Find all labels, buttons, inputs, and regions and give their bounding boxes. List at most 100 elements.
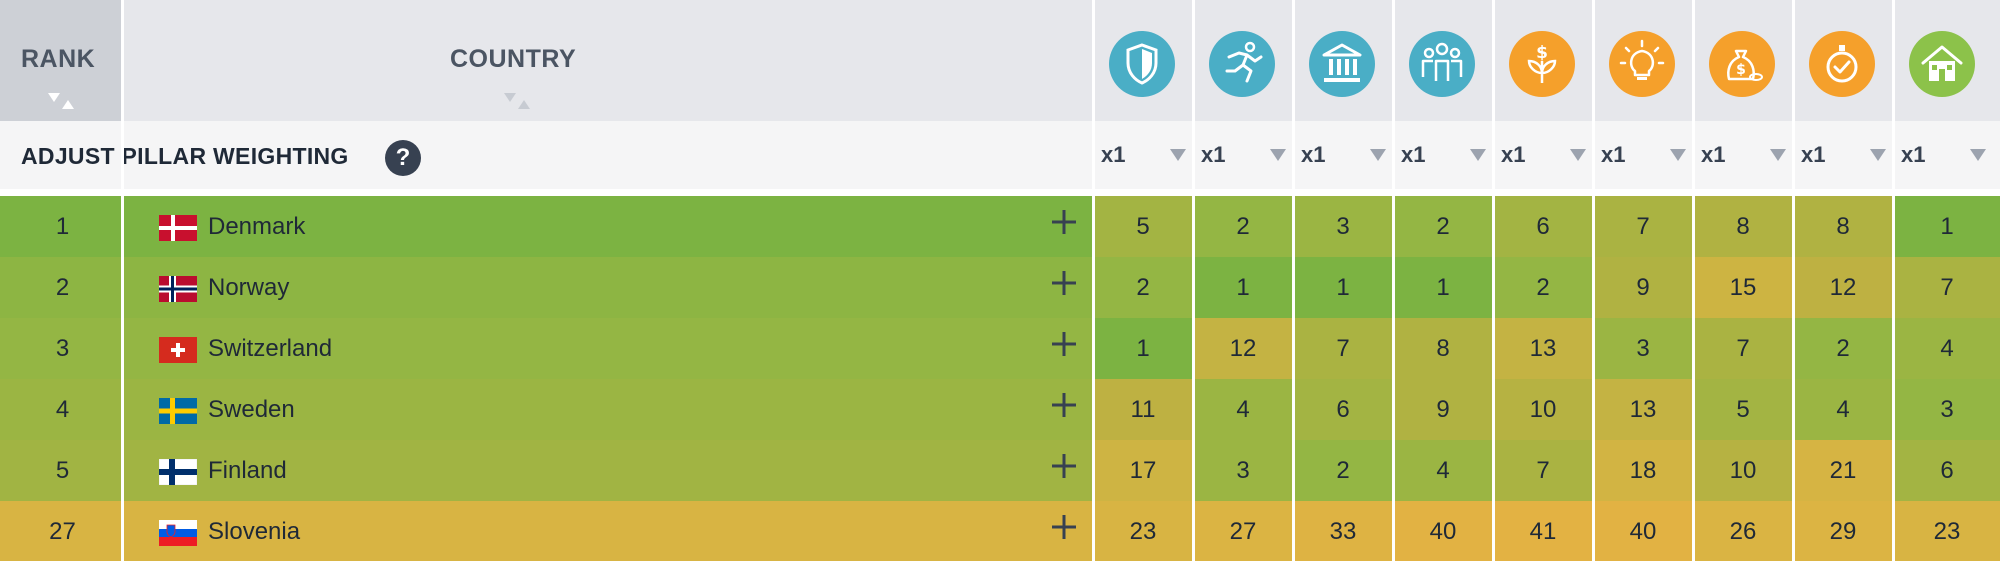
pillar-freedom-icon[interactable]	[1209, 31, 1275, 97]
help-icon[interactable]: ?	[385, 140, 421, 176]
country-sort-icon[interactable]	[502, 91, 532, 111]
country-cell[interactable]: Sweden	[125, 379, 1094, 440]
pillar-enterprise-icon[interactable]	[1609, 31, 1675, 97]
rank-sort-icon[interactable]	[46, 91, 76, 111]
pillar-score: 9	[1594, 257, 1692, 318]
table-row[interactable]: 2 Norway 2 1 1 1 2 9 15 12 7	[0, 257, 2000, 318]
denmark-flag-icon	[159, 215, 197, 241]
weighting-value: x1	[1801, 142, 1826, 167]
expand-plus-icon[interactable]	[1050, 391, 1078, 419]
rank-value: 5	[55, 457, 70, 484]
pillar-score: 27	[1194, 501, 1292, 561]
pillar-score: 2	[1494, 257, 1592, 318]
pillar-safety-icon[interactable]	[1109, 31, 1175, 97]
pillar-score: 11	[1094, 379, 1192, 440]
pillar-score: 6	[1294, 379, 1392, 440]
pillar-score: 10	[1494, 379, 1592, 440]
country-name: Slovenia	[208, 518, 301, 545]
pillar-score: 7	[1894, 257, 2000, 318]
pillar-social-icon[interactable]	[1409, 31, 1475, 97]
expand-plus-icon[interactable]	[1050, 513, 1078, 541]
pillar-score: 40	[1394, 501, 1492, 561]
weighting-value: x1	[1201, 142, 1226, 167]
pillar-score: 15	[1694, 257, 1792, 318]
pillar-living-conditions-icon[interactable]	[1909, 31, 1975, 97]
pillar-score: 17	[1094, 440, 1192, 501]
pillar-score: 4	[1394, 440, 1492, 501]
table-row[interactable]: 27 Slovenia 23 27 33 40 41 40 26 29 23	[0, 501, 2000, 561]
pillar-score: 9	[1394, 379, 1492, 440]
pillar-score: 5	[1694, 379, 1792, 440]
pillar-score: 12	[1794, 257, 1892, 318]
rank-value: 4	[55, 396, 70, 423]
pillar-score: 23	[1094, 501, 1192, 561]
country-cell[interactable]: Finland	[125, 440, 1094, 501]
country-header-label: COUNTRY	[450, 45, 577, 73]
pillar-score: 7	[1694, 318, 1792, 379]
rank-header-label: RANK	[21, 45, 96, 73]
adjust-weighting-label: ADJUST PILLAR WEIGHTING	[21, 143, 349, 169]
pillar-market-icon[interactable]: $	[1709, 31, 1775, 97]
pillar-score: 13	[1494, 318, 1592, 379]
pillar-economic-quality-icon[interactable]	[1809, 31, 1875, 97]
country-cell[interactable]: Switzerland	[125, 318, 1094, 379]
dropdown-arrow-icon[interactable]	[1469, 148, 1487, 162]
pillar-score: 1	[1194, 257, 1292, 318]
table-row[interactable]: 4 Sweden 11 4 6 9 10 13 5 4 3	[0, 379, 2000, 440]
pillar-score: 40	[1594, 501, 1692, 561]
weighting-value: x1	[1701, 142, 1726, 167]
pillar-score: 13	[1594, 379, 1692, 440]
pillar-score: 12	[1194, 318, 1292, 379]
dropdown-arrow-icon[interactable]	[1669, 148, 1687, 162]
dropdown-arrow-icon[interactable]	[1869, 148, 1887, 162]
weighting-value: x1	[1101, 142, 1126, 167]
slovenia-flag-icon	[159, 520, 197, 546]
column-divider	[1292, 0, 1295, 561]
column-divider	[1492, 0, 1495, 561]
finland-flag-icon	[159, 459, 197, 485]
pillar-score: 29	[1794, 501, 1892, 561]
country-cell[interactable]: Denmark	[125, 196, 1094, 257]
pillar-score: 7	[1594, 196, 1692, 257]
pillar-score: 6	[1894, 440, 2000, 501]
pillar-score: 8	[1794, 196, 1892, 257]
expand-plus-icon[interactable]	[1050, 330, 1078, 358]
rank-value: 3	[55, 335, 70, 362]
country-header[interactable]	[125, 0, 1094, 121]
pillar-score: 1	[1894, 196, 2000, 257]
weighting-value: x1	[1601, 142, 1626, 167]
dropdown-arrow-icon[interactable]	[1569, 148, 1587, 162]
pillar-score: 26	[1694, 501, 1792, 561]
pillar-score: 5	[1094, 196, 1192, 257]
dropdown-arrow-icon[interactable]	[1969, 148, 1987, 162]
pillar-score: 4	[1894, 318, 2000, 379]
sweden-flag-icon	[159, 398, 197, 424]
pillar-score: 4	[1194, 379, 1292, 440]
pillar-investment-icon[interactable]: $	[1509, 31, 1575, 97]
expand-plus-icon[interactable]	[1050, 452, 1078, 480]
country-cell[interactable]: Norway	[125, 257, 1094, 318]
column-divider	[1892, 0, 1895, 561]
expand-plus-icon[interactable]	[1050, 269, 1078, 297]
pillar-score: 3	[1294, 196, 1392, 257]
column-divider	[1592, 0, 1595, 561]
pillar-score: 2	[1194, 196, 1292, 257]
pillar-governance-icon[interactable]	[1309, 31, 1375, 97]
dropdown-arrow-icon[interactable]	[1169, 148, 1187, 162]
table-row[interactable]: 5 Finland 17 3 2 4 7 18 10 21 6	[0, 440, 2000, 501]
dropdown-arrow-icon[interactable]	[1269, 148, 1287, 162]
rank-value: 27	[49, 518, 76, 545]
country-name: Finland	[208, 457, 287, 484]
table-row[interactable]: 3 Switzerland 1 12 7 8 13 3 7 2 4	[0, 318, 2000, 379]
pillar-score: 23	[1894, 501, 2000, 561]
dropdown-arrow-icon[interactable]	[1369, 148, 1387, 162]
rank-header[interactable]	[0, 0, 121, 121]
pillar-score: 3	[1594, 318, 1692, 379]
country-name: Norway	[208, 274, 290, 301]
dropdown-arrow-icon[interactable]	[1769, 148, 1787, 162]
country-cell[interactable]: Slovenia	[125, 501, 1094, 561]
pillar-score: 41	[1494, 501, 1592, 561]
expand-plus-icon[interactable]	[1050, 208, 1078, 236]
table-row[interactable]: 1 Denmark 5 2 3 2 6 7 8 8 1	[0, 196, 2000, 257]
pillar-score: 18	[1594, 440, 1692, 501]
